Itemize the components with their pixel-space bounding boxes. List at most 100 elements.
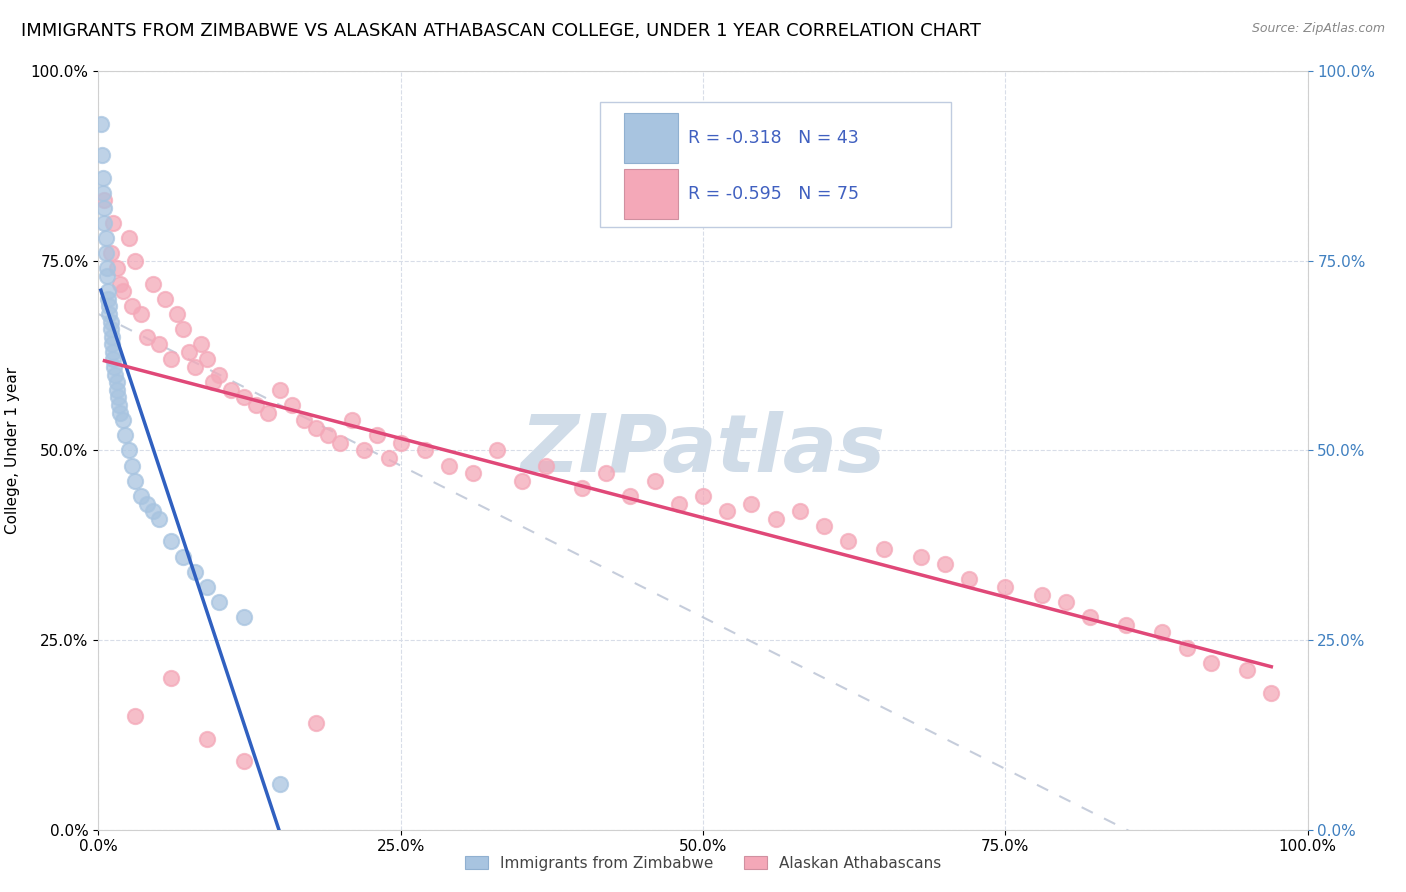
Point xyxy=(510,474,533,488)
Point xyxy=(316,428,339,442)
Point xyxy=(1115,617,1137,632)
Point xyxy=(97,292,120,306)
Point xyxy=(202,376,225,390)
Point xyxy=(94,246,117,260)
Point xyxy=(1152,625,1174,640)
Point xyxy=(111,285,134,299)
Point xyxy=(1199,656,1222,670)
Point xyxy=(305,716,328,731)
Point xyxy=(100,330,122,344)
Point xyxy=(1260,686,1282,700)
Point xyxy=(389,436,412,450)
Point xyxy=(716,504,738,518)
Point xyxy=(910,549,932,564)
Point xyxy=(129,307,152,321)
Text: R = -0.318   N = 43: R = -0.318 N = 43 xyxy=(689,129,859,147)
Point xyxy=(534,458,557,473)
Point xyxy=(571,482,593,496)
Point xyxy=(245,398,267,412)
Point xyxy=(934,557,956,572)
Point xyxy=(104,368,127,382)
Point xyxy=(100,314,122,328)
Point xyxy=(740,496,762,510)
Point xyxy=(148,512,170,526)
Point xyxy=(342,413,364,427)
Point xyxy=(100,322,122,336)
Point xyxy=(96,269,118,284)
Point xyxy=(105,376,128,390)
Point xyxy=(957,573,980,587)
Point xyxy=(789,504,811,518)
Point xyxy=(90,117,112,131)
Point xyxy=(97,285,120,299)
Point xyxy=(118,443,141,458)
Text: Source: ZipAtlas.com: Source: ZipAtlas.com xyxy=(1251,22,1385,36)
Point xyxy=(124,708,146,723)
Point xyxy=(124,253,146,268)
Point xyxy=(366,428,388,442)
Point xyxy=(142,277,165,291)
Point xyxy=(179,344,201,359)
Point xyxy=(142,504,165,518)
Point xyxy=(195,580,218,594)
Point xyxy=(153,292,176,306)
Point xyxy=(111,413,134,427)
FancyBboxPatch shape xyxy=(600,102,950,227)
Point xyxy=(121,458,143,473)
Point xyxy=(837,534,859,549)
Point xyxy=(98,307,121,321)
Point xyxy=(93,216,115,230)
Text: R = -0.595   N = 75: R = -0.595 N = 75 xyxy=(689,185,859,202)
Point xyxy=(208,368,231,382)
Point xyxy=(100,337,122,351)
Point xyxy=(486,443,509,458)
Point xyxy=(135,330,157,344)
Point xyxy=(108,277,131,291)
Point xyxy=(765,512,787,526)
Point xyxy=(94,231,117,245)
Point xyxy=(160,534,183,549)
Point xyxy=(91,170,114,185)
Point xyxy=(124,474,146,488)
Point xyxy=(692,489,714,503)
Point xyxy=(281,398,304,412)
Point xyxy=(1236,664,1258,678)
Point xyxy=(103,359,125,375)
Point xyxy=(172,549,194,564)
FancyBboxPatch shape xyxy=(624,169,678,219)
Point xyxy=(160,671,183,685)
Point xyxy=(135,496,157,510)
Point xyxy=(353,443,375,458)
Point xyxy=(166,307,188,321)
Legend: Immigrants from Zimbabwe, Alaskan Athabascans: Immigrants from Zimbabwe, Alaskan Athaba… xyxy=(460,851,946,875)
Point xyxy=(1078,610,1101,624)
Point xyxy=(129,489,152,503)
Point xyxy=(813,519,835,533)
Point xyxy=(232,610,254,624)
Point xyxy=(195,352,218,367)
Point xyxy=(292,413,315,427)
Text: IMMIGRANTS FROM ZIMBABWE VS ALASKAN ATHABASCAN COLLEGE, UNDER 1 YEAR CORRELATION: IMMIGRANTS FROM ZIMBABWE VS ALASKAN ATHA… xyxy=(21,22,981,40)
Point xyxy=(1031,588,1053,602)
Point xyxy=(96,261,118,276)
Point xyxy=(184,359,207,375)
Point xyxy=(269,777,291,791)
Point xyxy=(232,755,254,769)
Point xyxy=(108,398,131,412)
Point xyxy=(413,443,436,458)
Point xyxy=(269,383,291,397)
Point xyxy=(101,352,124,367)
Point xyxy=(437,458,460,473)
Point xyxy=(221,383,243,397)
Point xyxy=(93,194,115,208)
Point xyxy=(93,201,115,215)
Point xyxy=(195,731,218,746)
Point xyxy=(873,542,896,557)
Point xyxy=(114,428,136,442)
Point xyxy=(190,337,212,351)
Point xyxy=(305,421,328,435)
Point xyxy=(100,246,122,260)
Point xyxy=(463,467,485,481)
Point xyxy=(208,595,231,609)
Point xyxy=(148,337,170,351)
